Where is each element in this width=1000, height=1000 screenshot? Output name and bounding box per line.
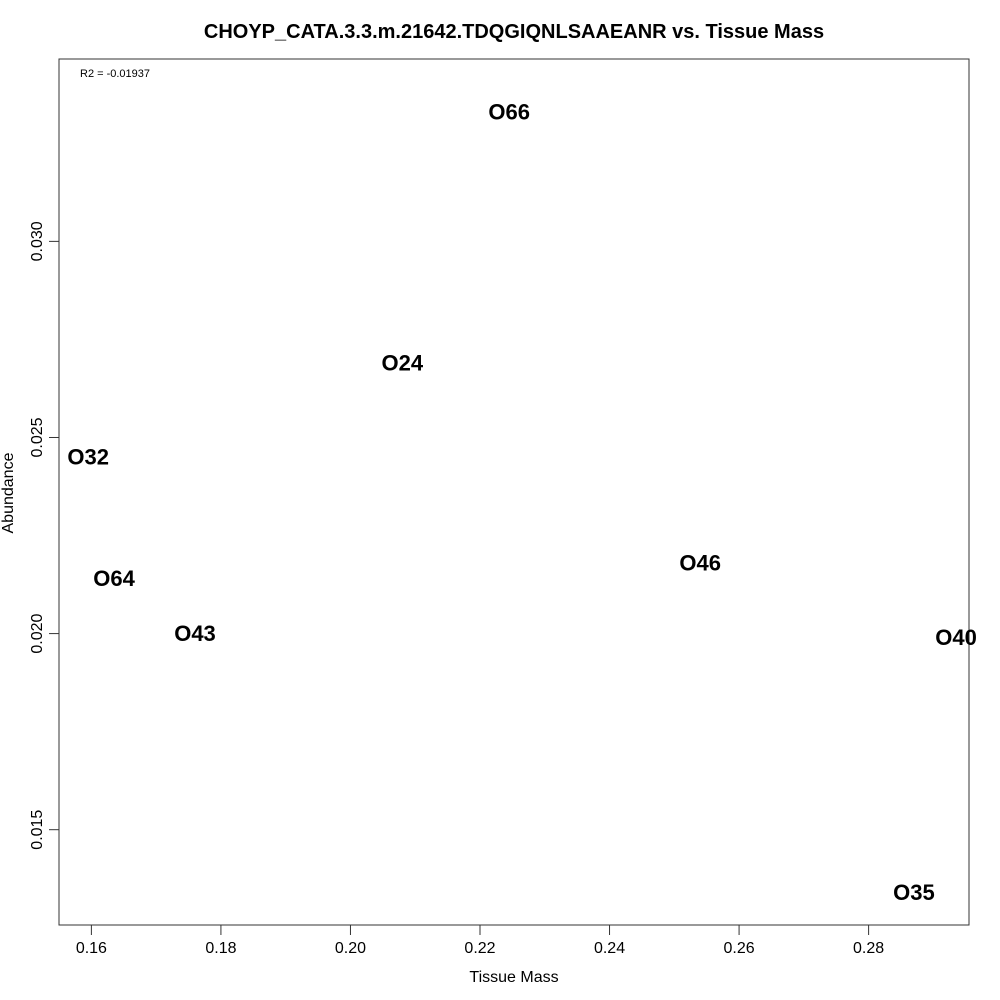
- x-tick-label: 0.28: [853, 940, 884, 957]
- point-labels: O66 O24 O32 O64 O43 O46 O40 O35: [67, 99, 976, 904]
- point-label-o24: O24: [381, 350, 423, 375]
- x-tick-label: 0.22: [464, 940, 495, 957]
- point-label-o35: O35: [893, 880, 935, 905]
- x-tick-label: 0.26: [724, 940, 755, 957]
- point-label-o40: O40: [935, 625, 977, 650]
- x-axis-label: Tissue Mass: [469, 969, 558, 986]
- x-tick-label: 0.16: [76, 940, 107, 957]
- chart-title: CHOYP_CATA.3.3.m.21642.TDQGIQNLSAAEANR v…: [204, 21, 824, 43]
- plot-frame: [58, 58, 970, 926]
- x-axis: 0.16 0.18 0.20 0.22 0.24 0.26 0.28: [76, 924, 884, 957]
- point-label-o66: O66: [488, 99, 530, 124]
- y-axis: 0.015 0.020 0.025 0.030: [29, 221, 60, 850]
- point-label-o43: O43: [174, 621, 216, 646]
- point-label-o46: O46: [679, 550, 721, 575]
- y-tick-label: 0.015: [29, 810, 46, 850]
- x-tick-label: 0.20: [335, 940, 366, 957]
- y-tick-label: 0.020: [29, 613, 46, 653]
- point-label-o32: O32: [67, 445, 109, 470]
- x-tick-label: 0.18: [205, 940, 236, 957]
- y-tick-label: 0.030: [29, 221, 46, 261]
- x-tick-label: 0.24: [594, 940, 625, 957]
- y-tick-label: 0.025: [29, 417, 46, 457]
- y-axis-label: Abundance: [0, 452, 17, 533]
- r2-annotation: R2 = -0.01937: [80, 68, 150, 80]
- point-label-o64: O64: [93, 566, 135, 591]
